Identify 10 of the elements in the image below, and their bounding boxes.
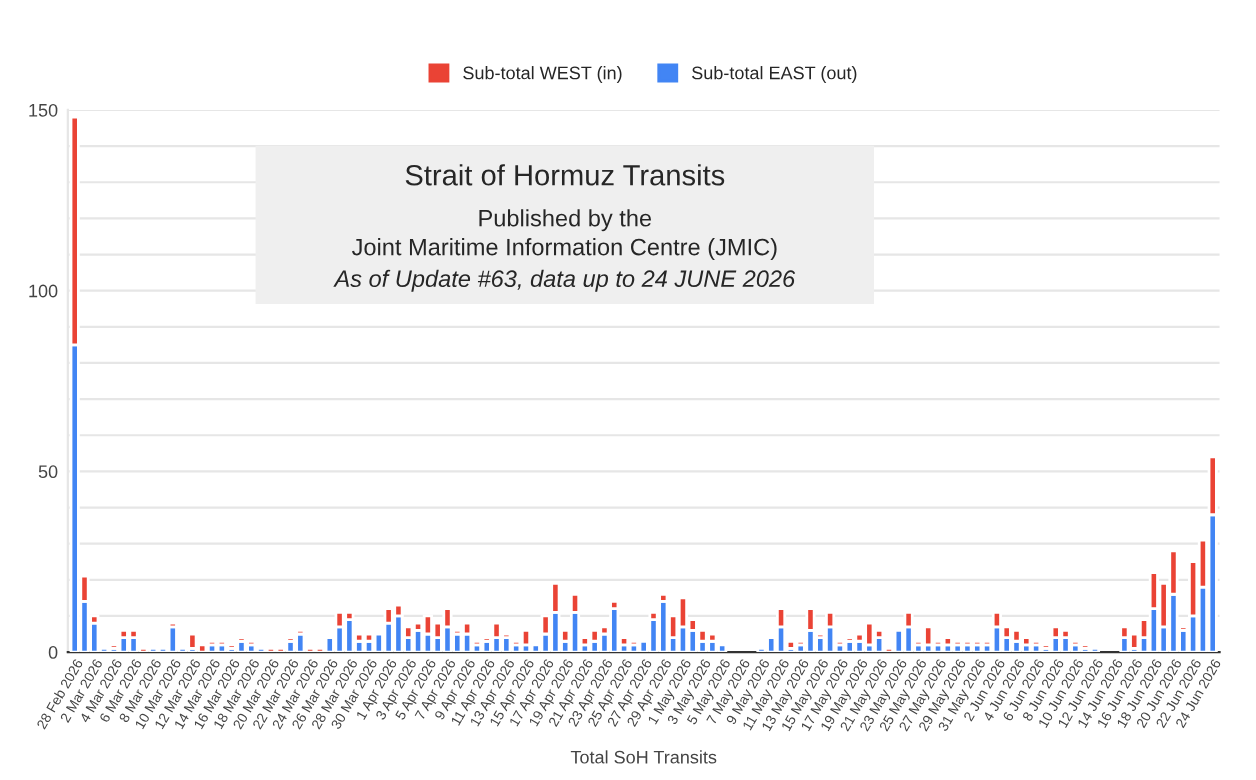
legend-label: Sub-total WEST (in) [463,66,622,83]
y-tick-label: 50 [38,465,58,479]
y-tick-label: 100 [29,284,58,298]
legend-label: Sub-total EAST (out) [692,66,857,83]
annotation: As of Update #63, data up to 24 JUNE 2026 [333,269,796,292]
text: Strait of Hormuz Transits [405,164,725,186]
y-tick-label: 150 [29,103,58,117]
y-tick-label: 0 [48,646,58,659]
text: Published by the Joint Maritime Information Centre (JMIC) [351,209,777,261]
x-axis-title: Total SoH Transits [570,750,717,764]
